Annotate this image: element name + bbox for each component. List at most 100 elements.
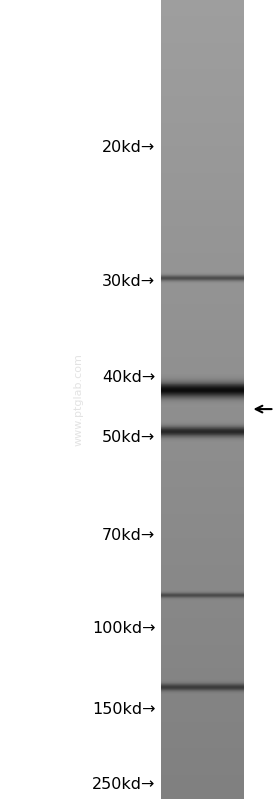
Text: 150kd→: 150kd→ — [92, 702, 155, 717]
Bar — [161, 38, 244, 40]
Bar — [161, 666, 244, 669]
Bar — [161, 14, 244, 16]
Bar — [161, 221, 244, 224]
Text: 70kd→: 70kd→ — [102, 528, 155, 543]
Bar — [161, 637, 244, 639]
Bar — [161, 42, 244, 46]
Bar — [161, 290, 244, 293]
Bar — [161, 322, 244, 325]
Bar — [161, 88, 244, 90]
Bar — [161, 493, 244, 495]
Bar — [161, 98, 244, 101]
Bar — [161, 602, 244, 605]
Bar — [161, 256, 244, 258]
Bar — [161, 146, 244, 149]
Bar — [161, 282, 244, 285]
Bar — [161, 482, 244, 485]
Bar — [161, 26, 244, 30]
Bar — [161, 650, 244, 653]
Bar — [161, 40, 244, 42]
Bar — [161, 78, 244, 80]
Bar — [161, 277, 244, 280]
Bar — [161, 46, 244, 48]
Bar — [161, 357, 244, 360]
Bar — [161, 610, 244, 613]
Bar — [161, 501, 244, 503]
Bar — [161, 70, 244, 72]
Bar — [161, 745, 244, 749]
Bar — [161, 24, 244, 26]
Bar — [161, 789, 244, 791]
Bar — [161, 176, 244, 178]
Bar — [161, 509, 244, 511]
Bar — [161, 93, 244, 96]
Bar — [161, 455, 244, 458]
Bar — [161, 229, 244, 232]
Bar — [161, 56, 244, 58]
Bar — [161, 615, 244, 618]
Bar — [161, 104, 244, 106]
Bar — [161, 320, 244, 322]
Text: 20kd→: 20kd→ — [102, 140, 155, 154]
Bar — [161, 463, 244, 466]
Bar — [161, 653, 244, 655]
Bar — [161, 210, 244, 213]
Bar — [161, 639, 244, 642]
Bar — [161, 581, 244, 583]
Bar — [161, 642, 244, 645]
Bar — [161, 447, 244, 450]
Bar — [161, 114, 244, 117]
Bar — [161, 269, 244, 272]
Bar — [161, 200, 244, 202]
Bar — [161, 765, 244, 767]
Bar — [161, 392, 244, 394]
Bar — [161, 400, 244, 402]
Bar — [161, 149, 244, 152]
Bar — [161, 261, 244, 264]
Bar — [161, 469, 244, 471]
Bar — [161, 325, 244, 328]
Bar — [161, 589, 244, 591]
Bar — [161, 407, 244, 410]
Bar — [161, 152, 244, 154]
Bar — [161, 22, 244, 24]
Bar — [161, 234, 244, 237]
Bar — [161, 373, 244, 376]
Bar — [161, 458, 244, 461]
Bar — [161, 376, 244, 378]
Bar — [161, 767, 244, 769]
Bar — [161, 570, 244, 573]
Bar — [161, 168, 244, 170]
Bar — [161, 232, 244, 234]
Bar — [161, 607, 244, 610]
Bar — [161, 685, 244, 687]
Bar — [161, 138, 244, 141]
Bar — [161, 160, 244, 162]
Bar — [161, 62, 244, 64]
Bar — [161, 495, 244, 498]
Bar — [161, 711, 244, 714]
Bar — [161, 541, 244, 543]
Bar — [161, 328, 244, 330]
Bar — [161, 751, 244, 753]
Bar — [161, 336, 244, 338]
Bar — [161, 130, 244, 133]
Bar — [161, 757, 244, 759]
Bar — [161, 773, 244, 775]
Bar — [161, 703, 244, 706]
Bar — [161, 645, 244, 647]
Bar — [161, 586, 244, 589]
Bar — [161, 30, 244, 32]
Bar — [161, 709, 244, 711]
Bar — [161, 418, 244, 421]
Bar — [161, 58, 244, 62]
Bar — [161, 205, 244, 208]
Bar — [161, 296, 244, 298]
Bar — [161, 330, 244, 333]
Bar — [161, 533, 244, 535]
Bar — [161, 298, 244, 301]
Bar — [161, 258, 244, 261]
Bar — [161, 173, 244, 176]
Bar — [161, 96, 244, 98]
Bar — [161, 669, 244, 671]
